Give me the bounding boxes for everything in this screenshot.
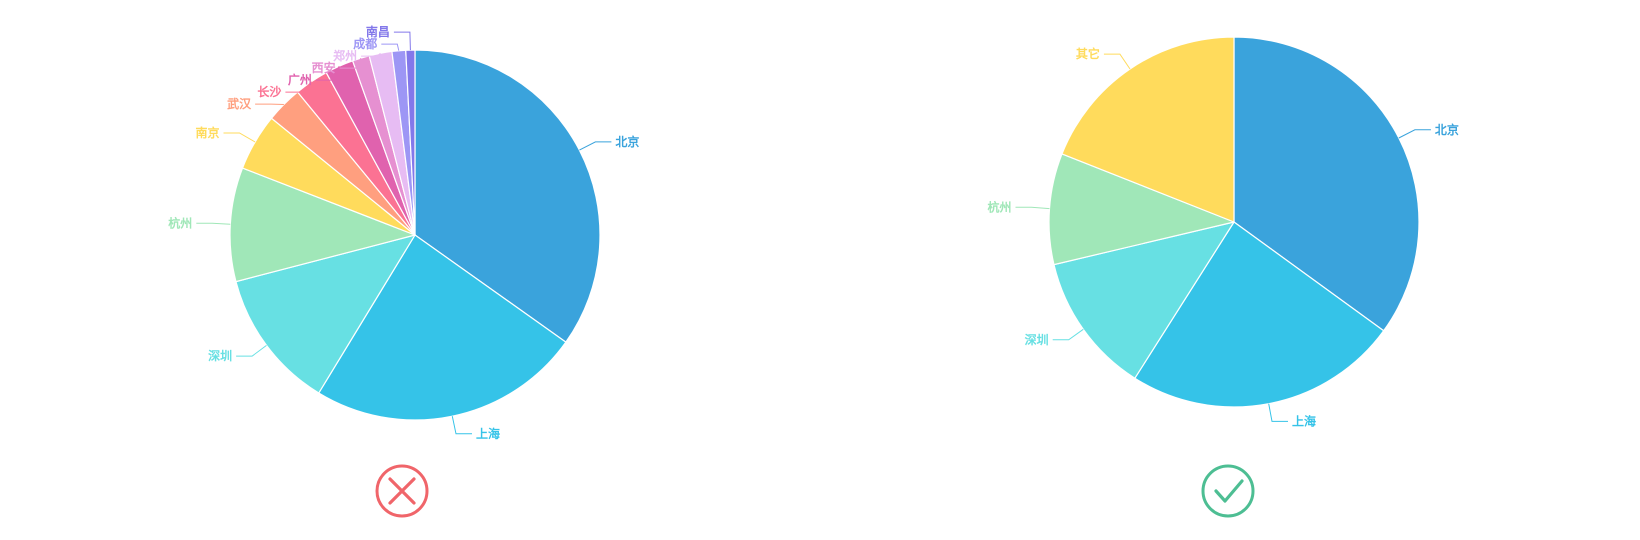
slice-label: 深圳 (208, 348, 232, 363)
label-leader-line (339, 57, 362, 69)
slice-label: 北京 (615, 134, 639, 149)
slice-label: 上海 (1292, 413, 1316, 428)
slice-label: 郑州 (333, 48, 357, 63)
slice-label: 南京 (195, 125, 219, 140)
slice-label: 武汉 (227, 96, 252, 111)
label-leader-line (1268, 403, 1288, 422)
slice-label: 长沙 (257, 84, 281, 99)
slice-label: 成都 (353, 36, 377, 51)
check-circle-icon (1201, 464, 1255, 518)
label-leader-line (196, 222, 231, 225)
label-leader-line (223, 132, 256, 143)
label-leader-line (1103, 53, 1131, 70)
label-leader-line (361, 52, 381, 57)
cross-circle-icon (375, 464, 429, 518)
slice-label: 杭州 (168, 215, 192, 230)
label-leader-line (315, 65, 340, 81)
pie-slice (1134, 221, 1385, 408)
slice-label: 西安 (312, 60, 336, 75)
label-leader-line (451, 416, 472, 435)
slice-label: 上海 (476, 426, 500, 441)
label-leader-line (1052, 328, 1084, 341)
label-leader-line (1398, 129, 1431, 139)
slice-label: 北京 (1435, 122, 1459, 137)
slice-label: 杭州 (987, 199, 1011, 214)
slice-label: 深圳 (1025, 332, 1049, 347)
pie-slice (318, 234, 567, 421)
label-leader-line (236, 344, 267, 357)
slice-label: 其它 (1076, 46, 1100, 61)
pie-slice (1053, 221, 1235, 379)
label-leader-line (1015, 206, 1050, 210)
label-leader-line (285, 81, 312, 93)
slice-label: 广州 (288, 72, 312, 87)
label-leader-line (393, 31, 411, 51)
pie-slice (414, 49, 601, 343)
pie-slice (229, 167, 416, 283)
pie-slice (235, 234, 416, 394)
label-leader-line (579, 141, 612, 151)
label-leader-line (381, 43, 400, 51)
slice-label: 南昌 (366, 24, 390, 39)
